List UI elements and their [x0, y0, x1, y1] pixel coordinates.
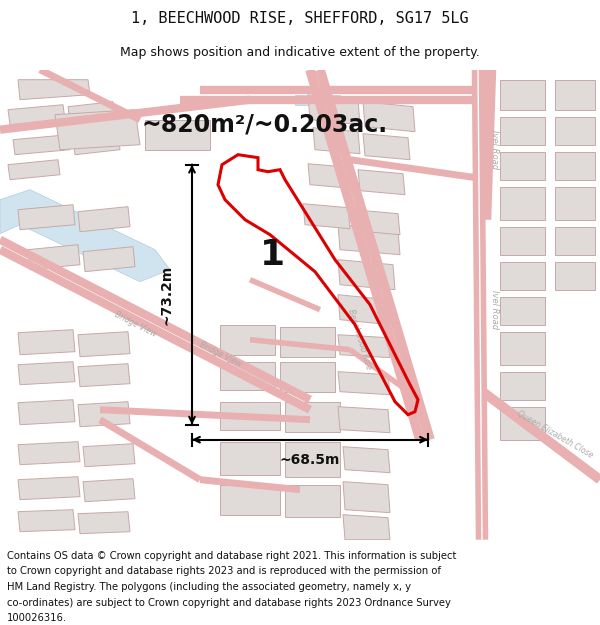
Polygon shape [220, 485, 280, 514]
Text: Beechwood Rise: Beechwood Rise [347, 308, 373, 371]
Polygon shape [500, 262, 545, 290]
Polygon shape [83, 247, 135, 272]
Polygon shape [363, 134, 410, 159]
Polygon shape [555, 187, 595, 219]
Polygon shape [220, 325, 275, 355]
Polygon shape [555, 262, 595, 290]
Polygon shape [555, 152, 595, 180]
Polygon shape [18, 330, 75, 355]
Polygon shape [555, 117, 595, 144]
Polygon shape [78, 207, 130, 232]
Text: Ivel Road: Ivel Road [490, 130, 499, 169]
Polygon shape [338, 260, 395, 290]
Polygon shape [18, 205, 75, 229]
Polygon shape [338, 372, 390, 395]
Polygon shape [500, 227, 545, 255]
Polygon shape [8, 104, 65, 125]
Polygon shape [555, 79, 595, 110]
Text: Queen Elizabeth Close: Queen Elizabeth Close [515, 409, 595, 460]
Text: 100026316.: 100026316. [7, 613, 67, 623]
Polygon shape [55, 110, 140, 149]
Text: HM Land Registry. The polygons (including the associated geometry, namely x, y: HM Land Registry. The polygons (includin… [7, 582, 411, 592]
Polygon shape [338, 407, 390, 432]
Polygon shape [78, 332, 130, 357]
Polygon shape [220, 442, 280, 475]
Text: to Crown copyright and database rights 2023 and is reproduced with the permissio: to Crown copyright and database rights 2… [7, 566, 441, 576]
Polygon shape [145, 120, 210, 149]
Polygon shape [338, 335, 390, 357]
Polygon shape [285, 485, 340, 517]
Polygon shape [303, 204, 350, 229]
Text: Contains OS data © Crown copyright and database right 2021. This information is : Contains OS data © Crown copyright and d… [7, 551, 457, 561]
Polygon shape [555, 227, 595, 255]
Text: co-ordinates) are subject to Crown copyright and database rights 2023 Ordnance S: co-ordinates) are subject to Crown copyr… [7, 598, 451, 608]
Polygon shape [78, 512, 130, 534]
Polygon shape [83, 444, 135, 467]
Polygon shape [338, 294, 390, 325]
Polygon shape [220, 402, 280, 430]
Polygon shape [313, 127, 360, 154]
Polygon shape [500, 117, 545, 144]
Polygon shape [83, 479, 135, 502]
Text: Bridge View: Bridge View [113, 310, 157, 339]
Polygon shape [343, 514, 390, 539]
Text: ~73.2m: ~73.2m [159, 264, 173, 325]
Polygon shape [285, 402, 340, 432]
Polygon shape [13, 134, 70, 154]
Polygon shape [358, 169, 405, 195]
Polygon shape [280, 362, 335, 392]
Polygon shape [500, 407, 545, 440]
Polygon shape [18, 509, 75, 532]
Polygon shape [18, 79, 90, 99]
Text: ~820m²/~0.203ac.: ~820m²/~0.203ac. [142, 112, 388, 137]
Polygon shape [500, 152, 545, 180]
Text: 1: 1 [259, 238, 284, 272]
Polygon shape [500, 79, 545, 110]
Polygon shape [500, 372, 545, 400]
Polygon shape [338, 224, 400, 255]
Polygon shape [18, 442, 80, 464]
Polygon shape [295, 94, 340, 104]
Polygon shape [18, 477, 80, 499]
Text: ~68.5m: ~68.5m [280, 452, 340, 467]
Polygon shape [500, 187, 545, 219]
Polygon shape [343, 447, 390, 472]
Polygon shape [68, 102, 115, 122]
Polygon shape [285, 442, 340, 477]
Polygon shape [308, 94, 360, 125]
Polygon shape [78, 402, 130, 427]
Polygon shape [280, 327, 335, 357]
Text: Bridge View: Bridge View [197, 340, 242, 369]
Text: Ivel Road: Ivel Road [490, 290, 499, 329]
Polygon shape [18, 362, 75, 384]
Polygon shape [28, 244, 80, 270]
Polygon shape [353, 210, 400, 234]
Text: Map shows position and indicative extent of the property.: Map shows position and indicative extent… [120, 46, 480, 59]
Polygon shape [0, 190, 170, 282]
Text: 1, BEECHWOOD RISE, SHEFFORD, SG17 5LG: 1, BEECHWOOD RISE, SHEFFORD, SG17 5LG [131, 11, 469, 26]
Polygon shape [220, 362, 275, 390]
Polygon shape [308, 164, 355, 189]
Polygon shape [18, 400, 75, 425]
Polygon shape [73, 134, 120, 154]
Polygon shape [8, 159, 60, 180]
Polygon shape [500, 297, 545, 325]
Polygon shape [343, 482, 390, 512]
Polygon shape [500, 332, 545, 364]
Polygon shape [78, 364, 130, 387]
Polygon shape [363, 102, 415, 132]
